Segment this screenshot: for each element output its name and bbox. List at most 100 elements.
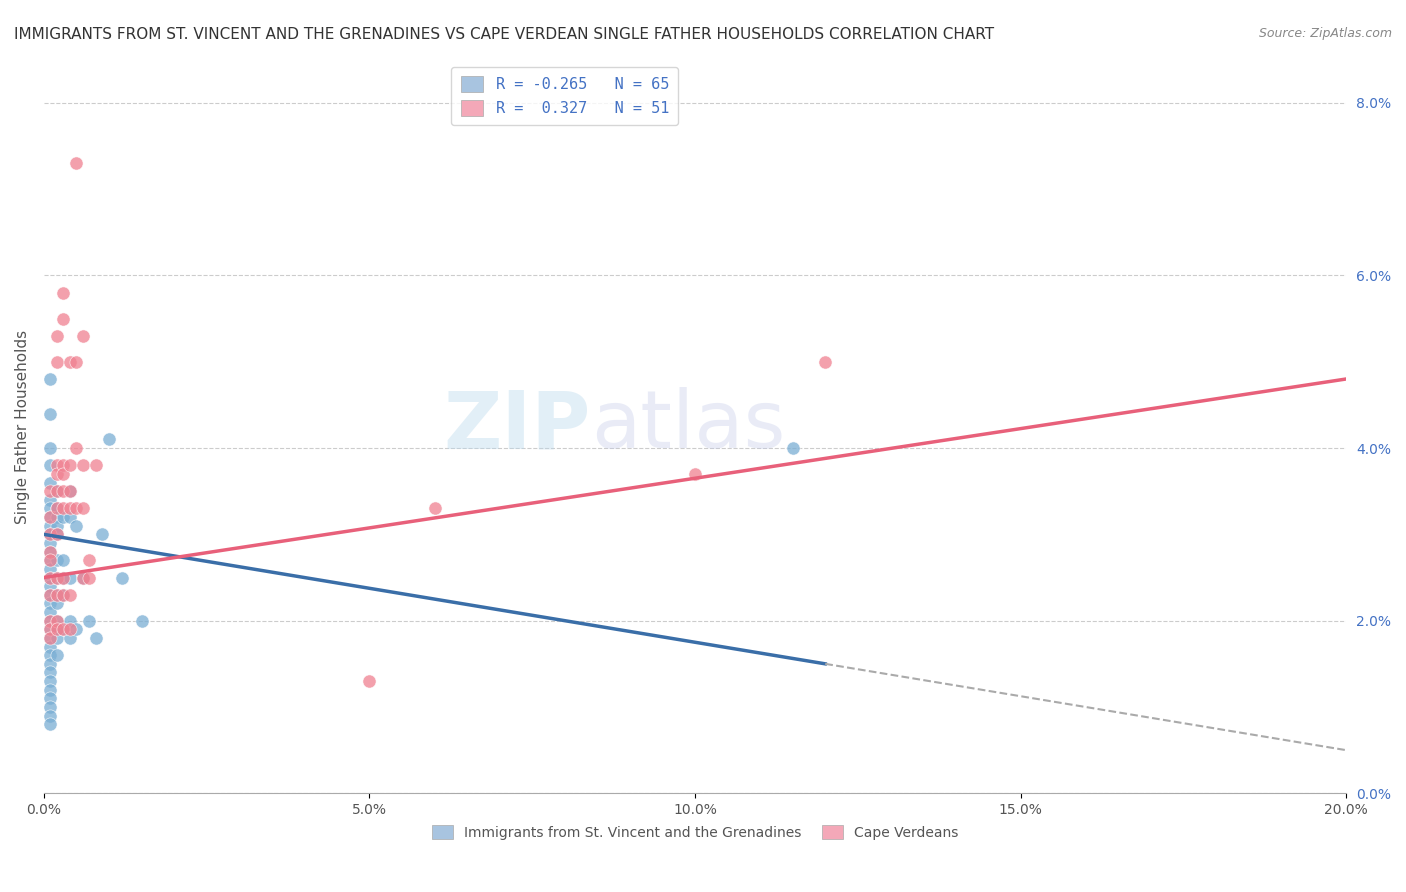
Point: [39, 605, 62, 619]
Point: [131, 614, 153, 628]
Point: [45, 527, 67, 541]
Point: [45, 588, 67, 602]
Point: [45, 588, 67, 602]
Point: [39, 623, 62, 637]
Point: [52, 623, 75, 637]
Y-axis label: Single Father Households: Single Father Households: [15, 329, 30, 524]
Point: [45, 553, 67, 567]
Point: [39, 648, 62, 663]
Point: [39, 518, 62, 533]
Point: [39, 484, 62, 499]
Point: [52, 623, 75, 637]
Point: [65, 623, 87, 637]
Point: [39, 544, 62, 558]
Point: [45, 501, 67, 516]
Point: [39, 682, 62, 697]
Point: [39, 407, 62, 421]
Point: [45, 510, 67, 524]
Point: [59, 570, 82, 584]
Point: [39, 536, 62, 550]
Point: [39, 501, 62, 516]
Point: [45, 518, 67, 533]
Point: [84, 631, 107, 645]
Point: [65, 156, 87, 170]
Text: ZIP: ZIP: [443, 387, 591, 466]
Point: [39, 372, 62, 386]
Point: [72, 501, 94, 516]
Point: [39, 657, 62, 671]
Point: [39, 614, 62, 628]
Point: [814, 355, 837, 369]
Point: [52, 510, 75, 524]
Point: [79, 614, 101, 628]
Point: [52, 467, 75, 481]
Point: [59, 588, 82, 602]
Point: [72, 458, 94, 473]
Point: [52, 553, 75, 567]
Point: [39, 614, 62, 628]
Point: [45, 648, 67, 663]
Point: [59, 510, 82, 524]
Point: [45, 570, 67, 584]
Point: [45, 631, 67, 645]
Point: [79, 570, 101, 584]
Point: [52, 570, 75, 584]
Legend: Immigrants from St. Vincent and the Grenadines, Cape Verdeans: Immigrants from St. Vincent and the Gren…: [426, 819, 963, 845]
Point: [45, 484, 67, 499]
Point: [45, 355, 67, 369]
Text: Source: ZipAtlas.com: Source: ZipAtlas.com: [1258, 27, 1392, 40]
Point: [39, 553, 62, 567]
Point: [39, 674, 62, 689]
Point: [59, 623, 82, 637]
Point: [39, 708, 62, 723]
Point: [59, 458, 82, 473]
Point: [52, 588, 75, 602]
Point: [59, 484, 82, 499]
Point: [45, 328, 67, 343]
Point: [39, 475, 62, 490]
Point: [91, 527, 114, 541]
Point: [39, 510, 62, 524]
Point: [39, 665, 62, 680]
Point: [52, 588, 75, 602]
Point: [39, 596, 62, 610]
Point: [45, 467, 67, 481]
Point: [39, 640, 62, 654]
Point: [45, 501, 67, 516]
Point: [52, 570, 75, 584]
Point: [52, 285, 75, 300]
Point: [45, 484, 67, 499]
Point: [59, 355, 82, 369]
Point: [52, 311, 75, 326]
Point: [39, 631, 62, 645]
Point: [423, 501, 446, 516]
Point: [84, 458, 107, 473]
Point: [39, 691, 62, 706]
Point: [39, 527, 62, 541]
Point: [39, 441, 62, 455]
Point: [39, 631, 62, 645]
Point: [39, 588, 62, 602]
Point: [45, 596, 67, 610]
Point: [39, 588, 62, 602]
Point: [52, 501, 75, 516]
Point: [683, 467, 706, 481]
Point: [39, 527, 62, 541]
Text: IMMIGRANTS FROM ST. VINCENT AND THE GRENADINES VS CAPE VERDEAN SINGLE FATHER HOU: IMMIGRANTS FROM ST. VINCENT AND THE GREN…: [14, 27, 994, 42]
Point: [39, 492, 62, 507]
Point: [39, 579, 62, 593]
Point: [65, 518, 87, 533]
Point: [72, 570, 94, 584]
Point: [45, 570, 67, 584]
Point: [39, 570, 62, 584]
Point: [39, 570, 62, 584]
Point: [98, 433, 121, 447]
Point: [59, 631, 82, 645]
Point: [782, 441, 804, 455]
Point: [59, 614, 82, 628]
Point: [111, 570, 134, 584]
Text: atlas: atlas: [591, 387, 785, 466]
Point: [79, 553, 101, 567]
Point: [39, 544, 62, 558]
Point: [359, 674, 381, 689]
